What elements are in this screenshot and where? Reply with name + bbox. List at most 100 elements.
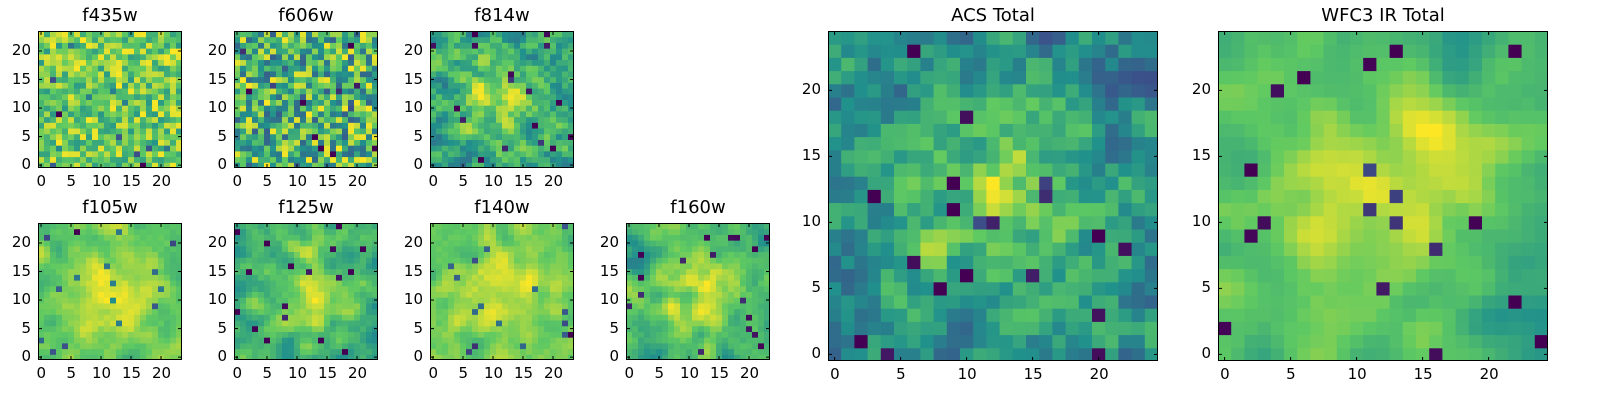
heatmap-cell [74,128,81,135]
heatmap-cell [556,133,563,140]
heatmap-cell [1521,334,1536,349]
heatmap-cell [894,189,908,204]
heatmap-cell [176,99,182,106]
x-tick-label: 15 [514,364,534,382]
heatmap-cell [538,240,545,247]
heatmap-cell [752,223,759,230]
heatmap-cell [348,314,355,321]
heatmap-cell [448,105,455,112]
heatmap-cell [448,325,455,332]
heatmap-cell [526,156,533,163]
heatmap-cell [538,82,545,89]
heatmap-cell [258,99,265,106]
heatmap-cell [170,122,177,129]
heatmap-cell [176,285,182,292]
heatmap-cell [270,110,277,118]
heatmap-cell [360,110,367,118]
heatmap-cell [907,334,921,349]
heatmap-cell [122,240,129,247]
y-tick-label: 10 [207,290,227,309]
heatmap-cell [973,295,987,309]
heatmap-cell [442,262,449,270]
heatmap-cell [158,268,165,275]
heatmap-cell [514,156,521,163]
heatmap-cell [556,240,563,247]
heatmap-cell [282,122,289,129]
heatmap-cell [448,122,455,129]
heatmap-cell [276,291,283,298]
heatmap-cell [366,36,373,43]
heatmap-cell [430,116,437,123]
heatmap-cell [1065,123,1080,138]
heatmap-cell [1416,334,1430,349]
heatmap-cell [1092,70,1106,85]
heatmap-cell [104,53,111,61]
heatmap-cell [86,53,93,61]
heatmap-cell [372,320,378,327]
heatmap-cell [526,162,533,168]
heatmap-cell [240,262,247,270]
heatmap-cell [80,314,87,321]
heatmap-cell [146,291,153,298]
heatmap-cell [828,229,842,243]
heatmap-cell [348,228,355,235]
heatmap-cell [122,297,129,304]
heatmap-cell [354,228,361,235]
heatmap-cell [264,99,271,106]
heatmap-cell [999,136,1014,151]
heatmap-cell [430,110,437,118]
panel-title: f814w [474,5,530,26]
heatmap-cell [520,110,527,118]
y-tick-label: 15 [801,146,821,165]
heatmap-cell [1026,136,1040,151]
heatmap-cell [556,308,563,315]
heatmap-cell [116,59,123,66]
heatmap-cell [1118,229,1133,243]
heatmap-cell [644,228,651,235]
heatmap-cell [246,133,253,140]
heatmap-cell [1012,334,1027,349]
heatmap-cell [1270,347,1285,361]
heatmap-cell [514,48,521,55]
heatmap-cell [514,76,521,83]
heatmap-cell [626,234,633,241]
heatmap-cell [354,274,361,281]
heatmap-cell [454,274,461,281]
heatmap-cell [318,245,325,253]
heatmap-cell [1105,70,1119,85]
heatmap-cell [86,223,93,230]
panel-title: f606w [278,5,334,26]
heatmap-cell [946,97,961,111]
heatmap-cell [514,150,521,158]
y-tick-label: 20 [11,40,31,59]
heatmap-cell [134,297,141,304]
heatmap-cell [686,262,693,270]
heatmap-cell [360,280,367,287]
heatmap-cell [532,65,539,72]
heatmap-cell [484,31,491,38]
heatmap-cell [300,122,307,129]
heatmap-cell [288,65,295,72]
heatmap-cell [508,257,515,264]
heatmap-cell [252,320,259,327]
heatmap-cell [288,53,295,61]
heatmap-cell [668,320,675,327]
heatmap-cell [282,251,289,258]
heatmap-cell [134,280,141,287]
heatmap-cell [264,331,271,338]
heatmap-cell [920,268,935,283]
heatmap-cell [92,128,99,135]
heatmap-cell [110,337,117,344]
heatmap-cell [454,262,461,270]
heatmap-cell [86,320,93,327]
heatmap-cell [920,334,935,349]
heatmap-cell [442,342,449,350]
heatmap-cell [1105,295,1119,309]
heatmap-cell [828,70,842,85]
heatmap-cell [656,251,663,258]
heatmap-cell [894,149,908,164]
heatmap-cell [502,59,509,66]
heatmap-cell [632,331,639,338]
heatmap-cell [366,245,373,253]
heatmap-cell [152,128,159,135]
